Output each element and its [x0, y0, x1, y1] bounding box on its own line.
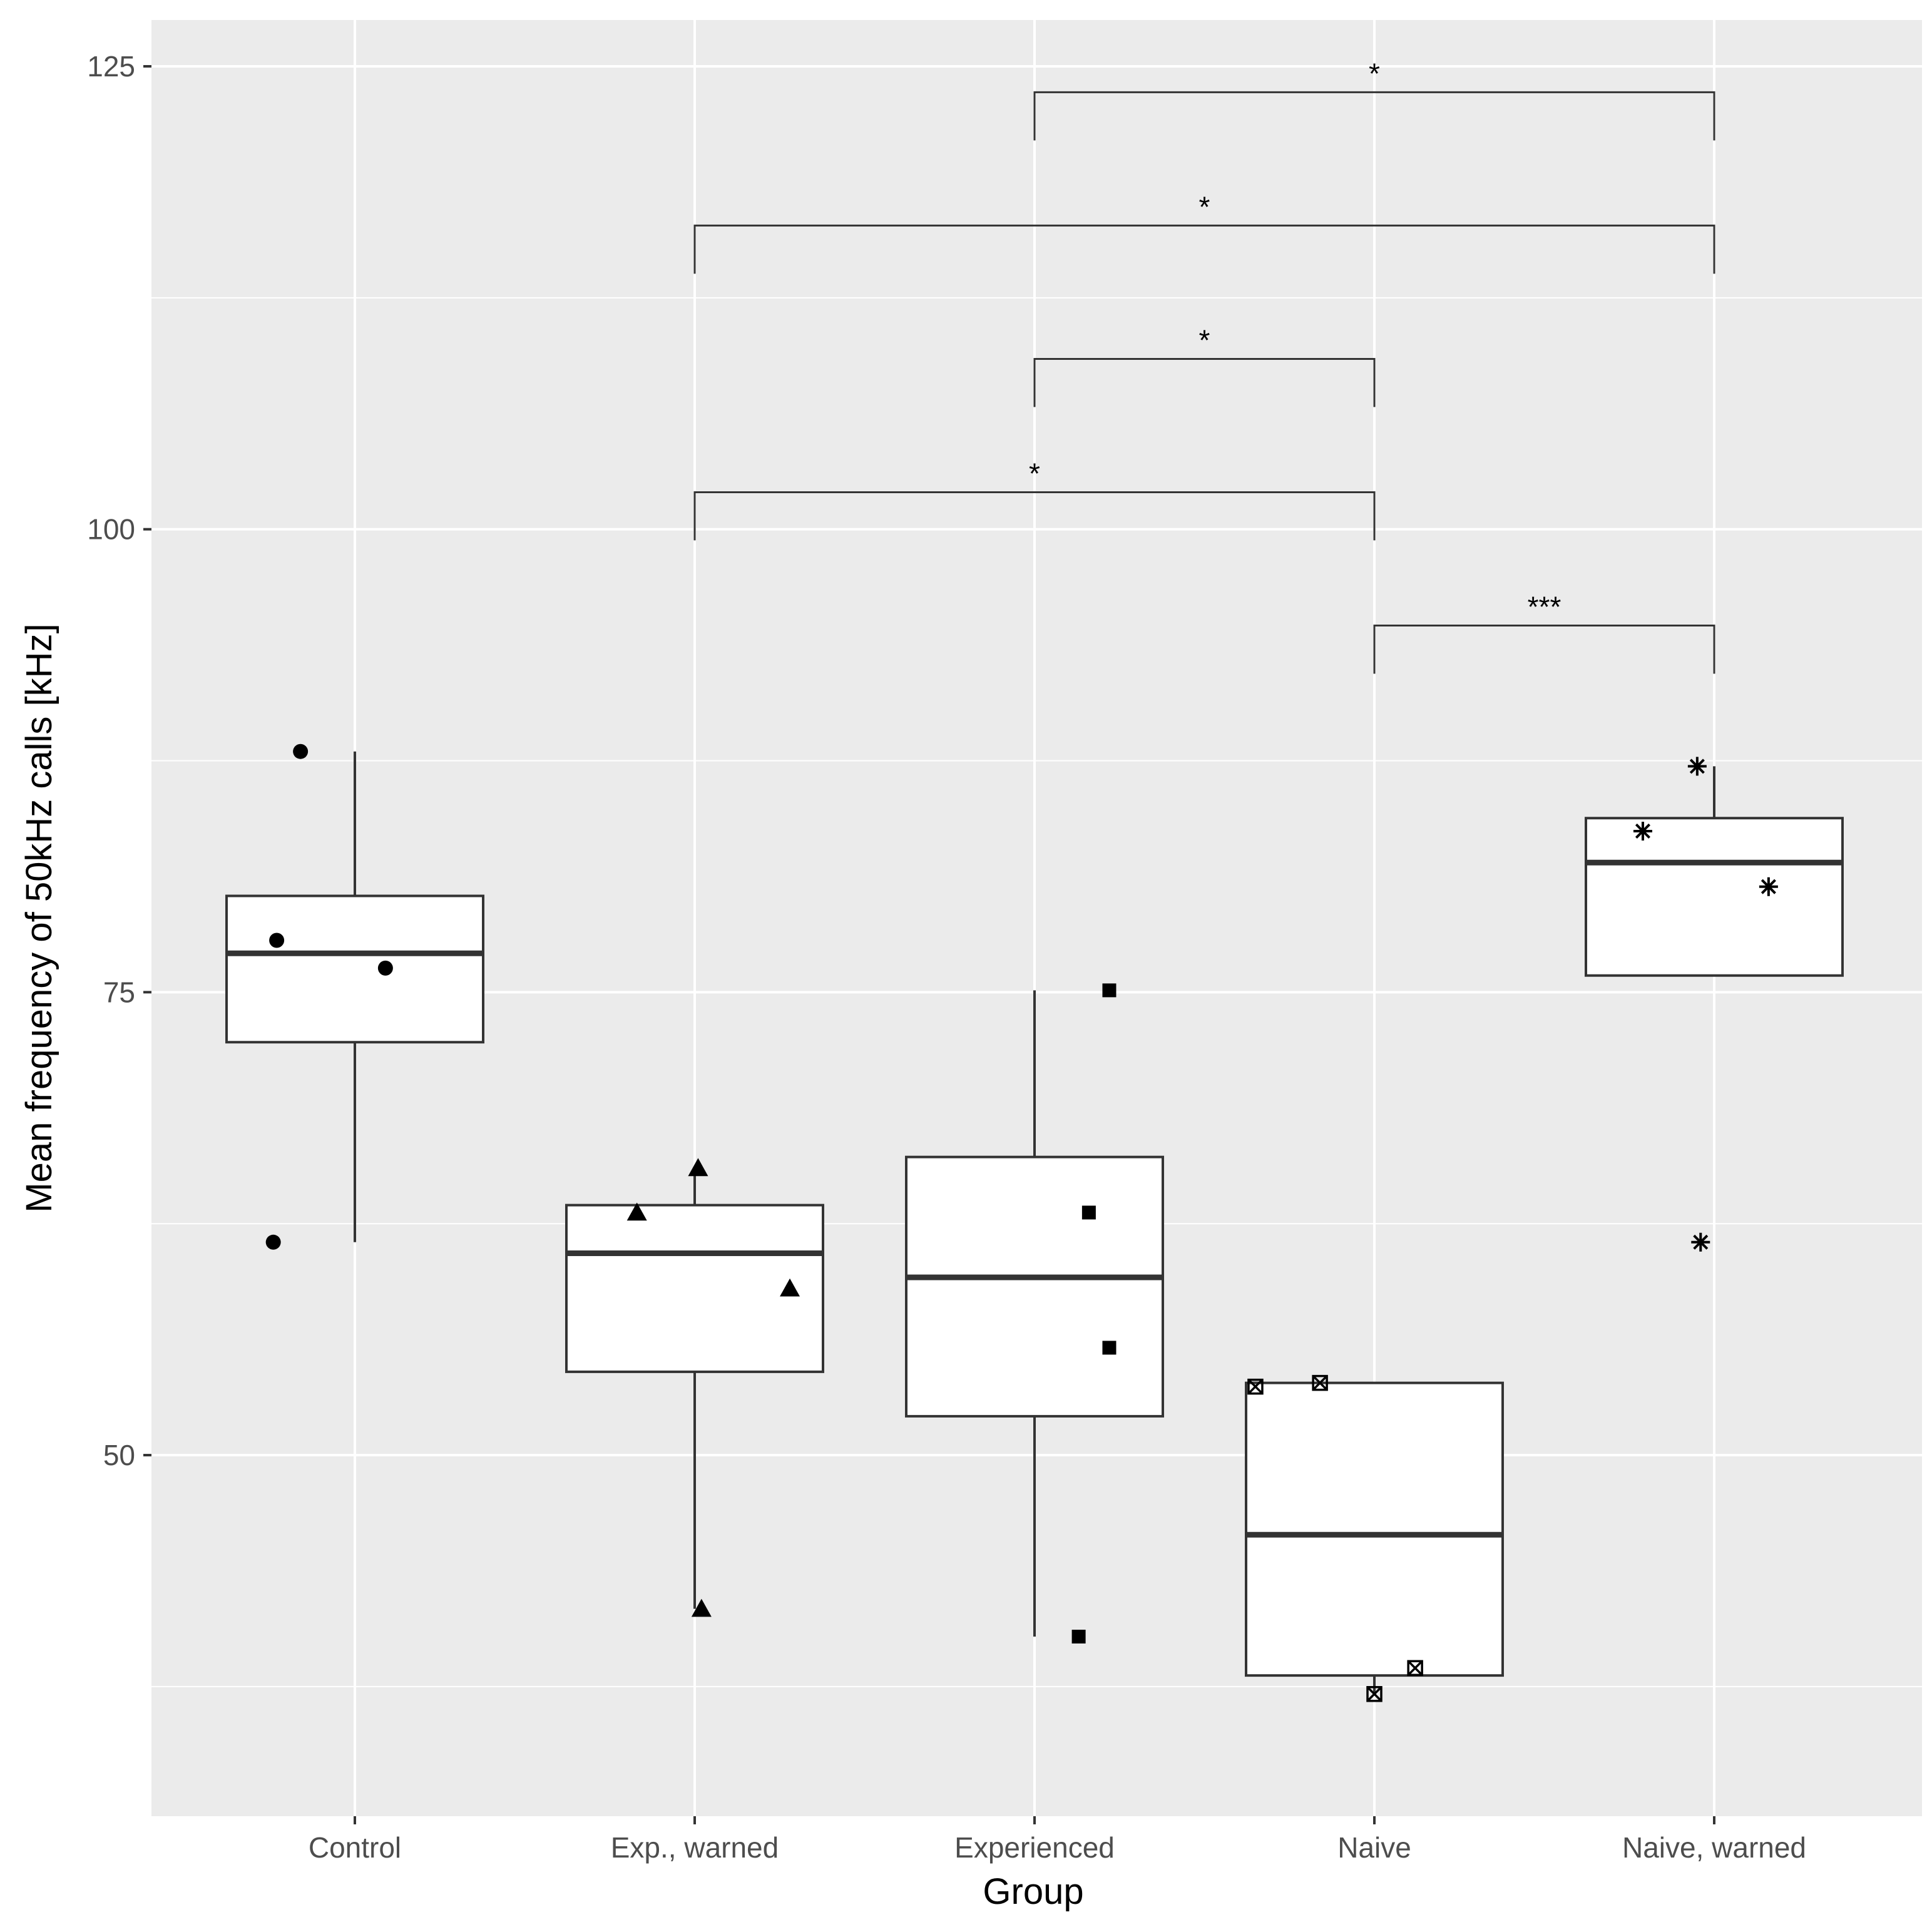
points-layer — [265, 744, 1778, 1702]
x-axis: Control Exp., warned Experienced Naive Naive… — [309, 1816, 1806, 1864]
y-tick-label: 125 — [87, 50, 135, 83]
y-tick-label: 75 — [103, 976, 135, 1008]
bracket-experienced-vs-naive-warned: * — [1033, 57, 1715, 141]
point-naive — [1312, 1374, 1328, 1391]
x-tick-label-naive: Naive — [1337, 1831, 1411, 1864]
box-control — [225, 751, 484, 1242]
box-iqr — [905, 1155, 1164, 1418]
point-naive — [1407, 1660, 1423, 1677]
point-naive-warned — [1633, 821, 1652, 841]
box-iqr — [565, 1204, 824, 1373]
point-exp-warned — [626, 1202, 647, 1221]
bracket-line — [693, 491, 1376, 541]
box-experienced — [905, 990, 1164, 1637]
box-iqr — [1245, 1381, 1504, 1677]
point-experienced — [1102, 983, 1117, 998]
point-exp-warned — [780, 1278, 800, 1297]
point-control — [293, 744, 309, 759]
bracket-exp-warned-vs-naive-warned: * — [693, 190, 1715, 274]
point-naive-warned — [1759, 877, 1778, 896]
point-control — [269, 933, 285, 948]
point-exp-warned — [691, 1598, 712, 1617]
significance-brackets: ******* — [693, 57, 1715, 674]
point-control — [377, 960, 393, 976]
point-naive — [1247, 1378, 1264, 1395]
box-naive — [1245, 1381, 1504, 1694]
bracket-exp-warned-vs-naive: * — [693, 457, 1376, 541]
x-axis-title: Group — [983, 1871, 1083, 1912]
point-naive-warned — [1691, 1232, 1710, 1252]
box-exp-warned — [565, 1168, 824, 1609]
significance-label: * — [1369, 57, 1380, 89]
x-tick-label-naive-warned: Naive, warned — [1622, 1831, 1806, 1864]
point-experienced — [1081, 1205, 1096, 1220]
y-tick-label: 50 — [103, 1439, 135, 1471]
point-exp-warned — [688, 1158, 708, 1177]
significance-label: * — [1029, 457, 1040, 489]
significance-label: * — [1199, 324, 1210, 356]
point-experienced — [1102, 1341, 1117, 1355]
bracket-line — [1033, 357, 1376, 407]
x-tick-label-control: Control — [309, 1831, 401, 1864]
point-naive — [1366, 1685, 1383, 1702]
bracket-naive-vs-naive-warned: *** — [1373, 591, 1715, 674]
y-tick-label: 100 — [87, 513, 135, 546]
boxes-layer — [225, 751, 1844, 1694]
bracket-line — [1033, 91, 1715, 141]
significance-label: *** — [1528, 591, 1561, 623]
box-iqr — [1585, 817, 1844, 977]
x-tick-label-exp-warned: Exp., warned — [611, 1831, 779, 1864]
point-naive-warned — [1687, 757, 1707, 776]
x-tick-label-experienced: Experienced — [954, 1831, 1115, 1864]
point-control — [265, 1234, 281, 1250]
box-iqr — [225, 894, 484, 1044]
bracket-experienced-vs-naive: * — [1033, 324, 1376, 407]
bracket-line — [693, 224, 1715, 274]
y-axis: 50 75 100 125 — [87, 50, 151, 1471]
significance-label: * — [1199, 190, 1210, 223]
point-experienced — [1071, 1630, 1086, 1643]
y-axis-title: Mean frequency of 50kHz calls [kHz] — [19, 623, 59, 1212]
box-naive-warned — [1585, 766, 1844, 977]
bracket-line — [1373, 625, 1715, 674]
